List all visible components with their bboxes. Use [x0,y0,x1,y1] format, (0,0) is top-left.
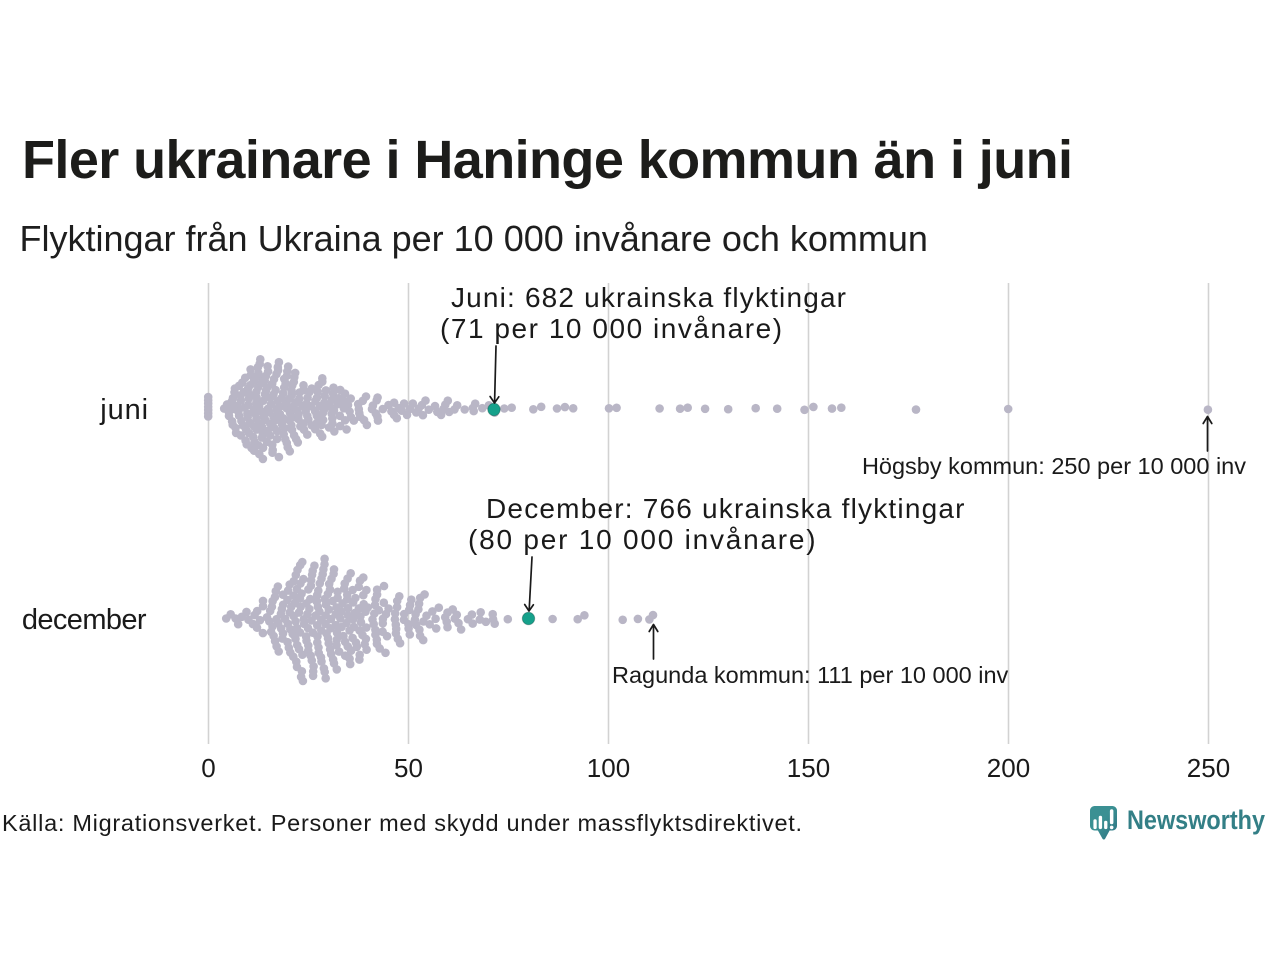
svg-text:150: 150 [787,753,830,783]
svg-text:Fler ukrainare i Haninge kommu: Fler ukrainare i Haninge kommun än i jun… [22,130,1072,190]
svg-text:250: 250 [1187,753,1230,783]
svg-text:Newsworthy: Newsworthy [1127,805,1265,835]
svg-text:Juni: 682 ukrainska flyktingar: Juni: 682 ukrainska flyktingar [451,282,847,313]
svg-text:(80 per 10 000 invånare): (80 per 10 000 invånare) [468,524,817,555]
svg-text:100: 100 [587,753,630,783]
svg-text:December: 766 ukrainska flykti: December: 766 ukrainska flyktingar [486,493,966,524]
svg-text:december: december [22,604,147,636]
svg-text:(71 per 10 000 invånare): (71 per 10 000 invånare) [440,313,784,344]
svg-text:50: 50 [394,753,423,783]
svg-text:Ragunda kommun: 111 per 10 000: Ragunda kommun: 111 per 10 000 inv [612,662,1009,688]
svg-text:Källa: Migrationsverket. Perso: Källa: Migrationsverket. Personer med sk… [2,810,803,836]
svg-text:Flyktingar från Ukraina per 10: Flyktingar från Ukraina per 10 000 invån… [20,218,928,259]
svg-text:juni: juni [99,394,149,426]
svg-text:0: 0 [201,753,215,783]
svg-text:Högsby kommun: 250 per 10 000: Högsby kommun: 250 per 10 000 inv [862,453,1246,479]
svg-text:200: 200 [987,753,1030,783]
